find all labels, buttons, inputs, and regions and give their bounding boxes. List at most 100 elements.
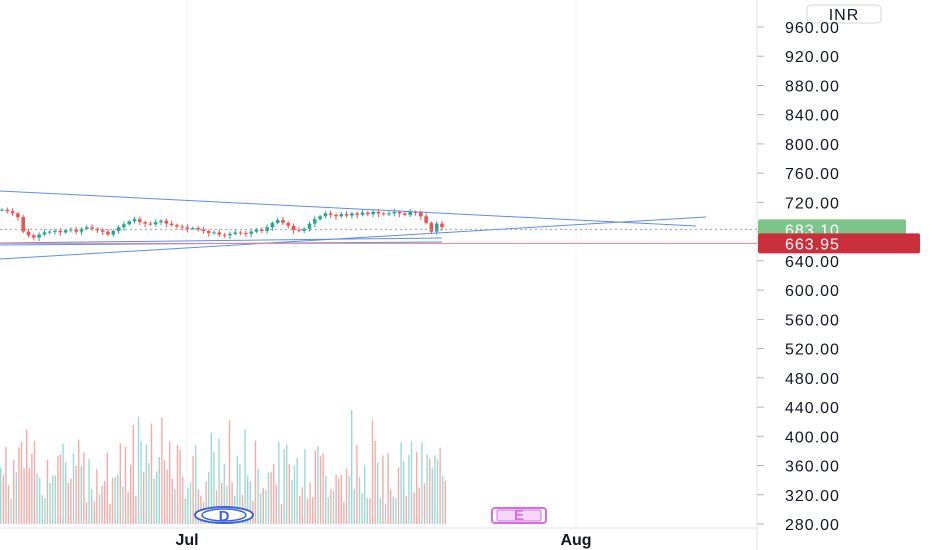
- candle-body: [429, 222, 434, 232]
- volume-bar: [44, 498, 46, 524]
- candle-body: [63, 230, 68, 233]
- volume-bar: [377, 462, 379, 524]
- volume-bar: [395, 498, 397, 524]
- grid: [0, 0, 758, 550]
- volume-bar: [397, 467, 400, 524]
- volume-bar: [36, 473, 38, 524]
- volume-bar: [150, 423, 153, 524]
- volume-bar: [387, 453, 389, 524]
- volume-bar: [104, 480, 106, 524]
- volume-bar: [171, 478, 173, 524]
- candle-body: [217, 232, 222, 235]
- volume-bar: [96, 469, 98, 524]
- volume-bar: [59, 454, 62, 524]
- price-axis-label: 920.00: [785, 49, 840, 66]
- candle-body: [132, 219, 137, 222]
- candle-body: [0, 209, 4, 211]
- volume-bar: [13, 460, 15, 524]
- price-axis-label: 520.00: [785, 342, 840, 359]
- earnings-marker-label: E: [514, 507, 524, 524]
- candle-body: [328, 213, 333, 215]
- volume-bar: [382, 455, 384, 524]
- candle-body: [106, 231, 110, 235]
- volume-bar: [403, 460, 405, 524]
- candle-body: [408, 211, 412, 215]
- candle-body: [434, 223, 439, 232]
- volume-bar: [278, 441, 280, 524]
- earnings-marker-inner: [496, 509, 542, 522]
- candle-body: [79, 228, 84, 232]
- dividend-marker[interactable]: D: [194, 506, 254, 525]
- volume-bar: [52, 475, 54, 524]
- volume-bar: [143, 471, 145, 524]
- volume-bar: [252, 500, 254, 524]
- candle-body: [366, 212, 370, 215]
- volume-bar: [166, 469, 168, 524]
- volume-bar: [254, 440, 257, 524]
- candle-body: [222, 234, 227, 236]
- candle-body: [37, 234, 41, 238]
- volume-bar: [65, 462, 67, 524]
- candle-body: [302, 228, 306, 231]
- volume-bar: [83, 452, 85, 524]
- volume-bar: [239, 464, 241, 524]
- volume-bar: [361, 492, 363, 524]
- volume-bar: [306, 498, 309, 524]
- volume-bar: [101, 485, 103, 524]
- candle-body: [21, 217, 25, 232]
- volume-bar: [400, 442, 402, 524]
- currency-label: INR: [829, 7, 860, 24]
- volume-bar: [444, 480, 446, 524]
- volume-bar: [161, 417, 163, 524]
- volume-bar: [20, 441, 23, 524]
- earnings-marker[interactable]: E: [491, 507, 547, 524]
- price-axis-label: 280.00: [785, 517, 840, 534]
- candle-body: [180, 226, 184, 228]
- candle-body: [286, 222, 291, 226]
- candle-body: [69, 229, 73, 231]
- volume-bar: [231, 482, 233, 524]
- volume-bar: [366, 498, 368, 524]
- price-axis-label: 560.00: [785, 312, 840, 329]
- volume-bar: [179, 450, 181, 524]
- volume-bar: [158, 457, 160, 524]
- candle-body: [281, 220, 285, 223]
- candle-body: [355, 213, 359, 215]
- price-axis-label: 720.00: [785, 195, 840, 212]
- volume-bar: [390, 489, 392, 524]
- volume-bar: [371, 419, 374, 524]
- volume-bar: [7, 485, 10, 524]
- volume-bar: [153, 478, 155, 524]
- candle-body: [47, 231, 52, 233]
- volume-bar: [283, 448, 285, 524]
- volume-bar: [189, 482, 192, 524]
- candle-body: [32, 235, 36, 238]
- candle-body: [291, 225, 296, 231]
- dividend-marker-inner: [201, 508, 247, 522]
- volume-bar: [49, 482, 51, 524]
- volume-bar: [418, 487, 420, 524]
- volume-bar: [39, 477, 41, 524]
- volume-bar: [156, 471, 158, 524]
- candle-body: [339, 214, 344, 217]
- volume-bar: [54, 475, 56, 524]
- volume-bar: [223, 463, 225, 524]
- volume-bar: [293, 465, 296, 524]
- candle-body: [424, 216, 428, 223]
- volume-bar: [72, 453, 75, 524]
- volume-bar: [244, 429, 246, 524]
- candle-body: [100, 230, 105, 232]
- volume-bar: [439, 447, 441, 524]
- ref-price-value: 663.95: [785, 236, 840, 253]
- volume-bar: [322, 453, 324, 524]
- volume-bar: [169, 441, 171, 524]
- candle-body: [350, 213, 354, 216]
- volume-bar: [338, 478, 340, 524]
- candle-body: [419, 212, 423, 217]
- candle-body: [206, 230, 211, 234]
- candle-body: [185, 227, 190, 229]
- volume-bar: [0, 467, 2, 524]
- candle-body: [58, 230, 63, 233]
